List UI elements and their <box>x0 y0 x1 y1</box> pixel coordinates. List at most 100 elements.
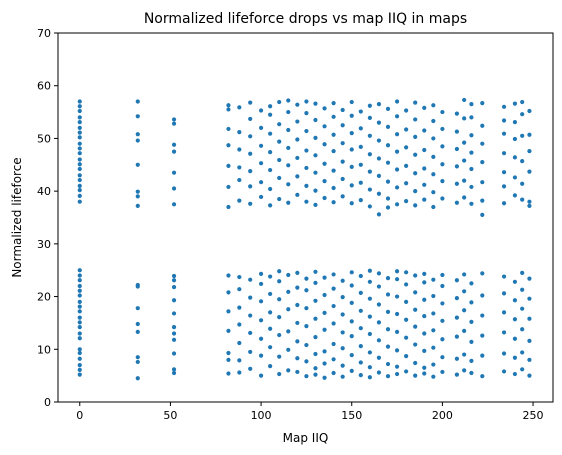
data-point <box>512 355 518 360</box>
data-point <box>358 180 363 185</box>
data-point <box>431 362 436 367</box>
data-point <box>340 363 345 368</box>
data-point <box>454 356 459 361</box>
data-point <box>349 334 354 339</box>
data-point <box>268 186 273 192</box>
data-point <box>331 185 336 191</box>
data-point <box>237 165 242 170</box>
data-point <box>367 187 372 192</box>
data-point <box>277 269 282 274</box>
data-point <box>520 306 525 311</box>
data-point <box>77 108 82 114</box>
data-point <box>237 147 242 152</box>
data-point <box>277 139 282 144</box>
data-point <box>520 197 525 202</box>
data-point <box>295 192 300 197</box>
data-point <box>512 193 518 198</box>
data-point <box>248 169 253 174</box>
data-point <box>462 368 467 373</box>
data-point <box>358 373 363 378</box>
data-point <box>77 130 82 135</box>
data-point <box>358 344 363 349</box>
data-point <box>413 203 418 208</box>
data-point <box>404 181 409 186</box>
data-point <box>367 279 372 284</box>
data-point <box>135 132 140 137</box>
data-point <box>322 161 327 166</box>
data-point <box>440 109 445 115</box>
data-point <box>135 359 140 365</box>
data-point <box>268 167 273 173</box>
data-point <box>454 334 459 339</box>
data-point <box>322 361 327 366</box>
data-point <box>422 331 427 336</box>
data-point <box>340 194 345 199</box>
data-point <box>480 212 485 217</box>
data-point <box>277 99 282 105</box>
data-point <box>277 371 282 377</box>
data-point <box>512 175 518 180</box>
data-point <box>248 330 253 336</box>
data-point <box>286 163 291 168</box>
data-point <box>171 351 177 356</box>
data-point <box>340 107 345 113</box>
data-point <box>422 365 427 370</box>
data-point <box>313 335 318 340</box>
data-point <box>268 364 273 369</box>
data-point <box>277 354 282 359</box>
data-point <box>77 125 82 130</box>
data-point <box>258 373 264 378</box>
data-point <box>469 184 474 190</box>
data-point <box>422 297 427 302</box>
data-point <box>77 177 82 183</box>
data-point <box>358 126 363 131</box>
x-tick-label: 100 <box>251 409 272 422</box>
data-point <box>304 199 309 204</box>
data-point <box>431 277 436 282</box>
data-point <box>226 290 231 295</box>
data-point <box>404 317 409 322</box>
data-point <box>501 170 507 175</box>
data-point <box>304 374 309 379</box>
data-point <box>376 138 382 143</box>
data-point <box>313 153 318 158</box>
data-point <box>527 357 532 362</box>
data-point <box>277 157 282 163</box>
data-point <box>248 313 253 318</box>
data-point <box>248 277 253 282</box>
data-point <box>77 162 82 167</box>
data-point <box>226 163 231 168</box>
data-point <box>226 107 231 112</box>
y-tick-label: 0 <box>44 396 51 409</box>
data-point <box>349 164 354 169</box>
data-point <box>322 106 327 111</box>
data-point <box>462 158 467 163</box>
data-point <box>248 295 253 300</box>
y-tick-label: 10 <box>37 343 51 356</box>
data-point <box>77 367 82 372</box>
data-point <box>376 102 382 107</box>
data-point <box>527 132 532 137</box>
y-tick-label: 60 <box>37 80 51 93</box>
data-point <box>331 272 336 277</box>
data-point <box>304 165 309 171</box>
data-point <box>501 351 507 356</box>
data-point <box>431 103 436 108</box>
data-point <box>258 353 264 358</box>
data-point <box>171 121 177 126</box>
data-point <box>394 348 400 353</box>
data-point <box>394 269 400 274</box>
data-point <box>413 100 418 105</box>
data-point <box>135 355 140 360</box>
y-tick-label: 50 <box>37 132 51 145</box>
data-point <box>258 318 264 323</box>
data-point <box>440 126 445 132</box>
data-point <box>322 142 327 147</box>
data-point <box>367 204 372 209</box>
data-point <box>469 102 474 107</box>
data-point <box>462 195 467 200</box>
data-point <box>440 337 445 342</box>
data-point <box>358 162 363 167</box>
data-point <box>340 123 345 128</box>
data-point <box>77 268 82 273</box>
